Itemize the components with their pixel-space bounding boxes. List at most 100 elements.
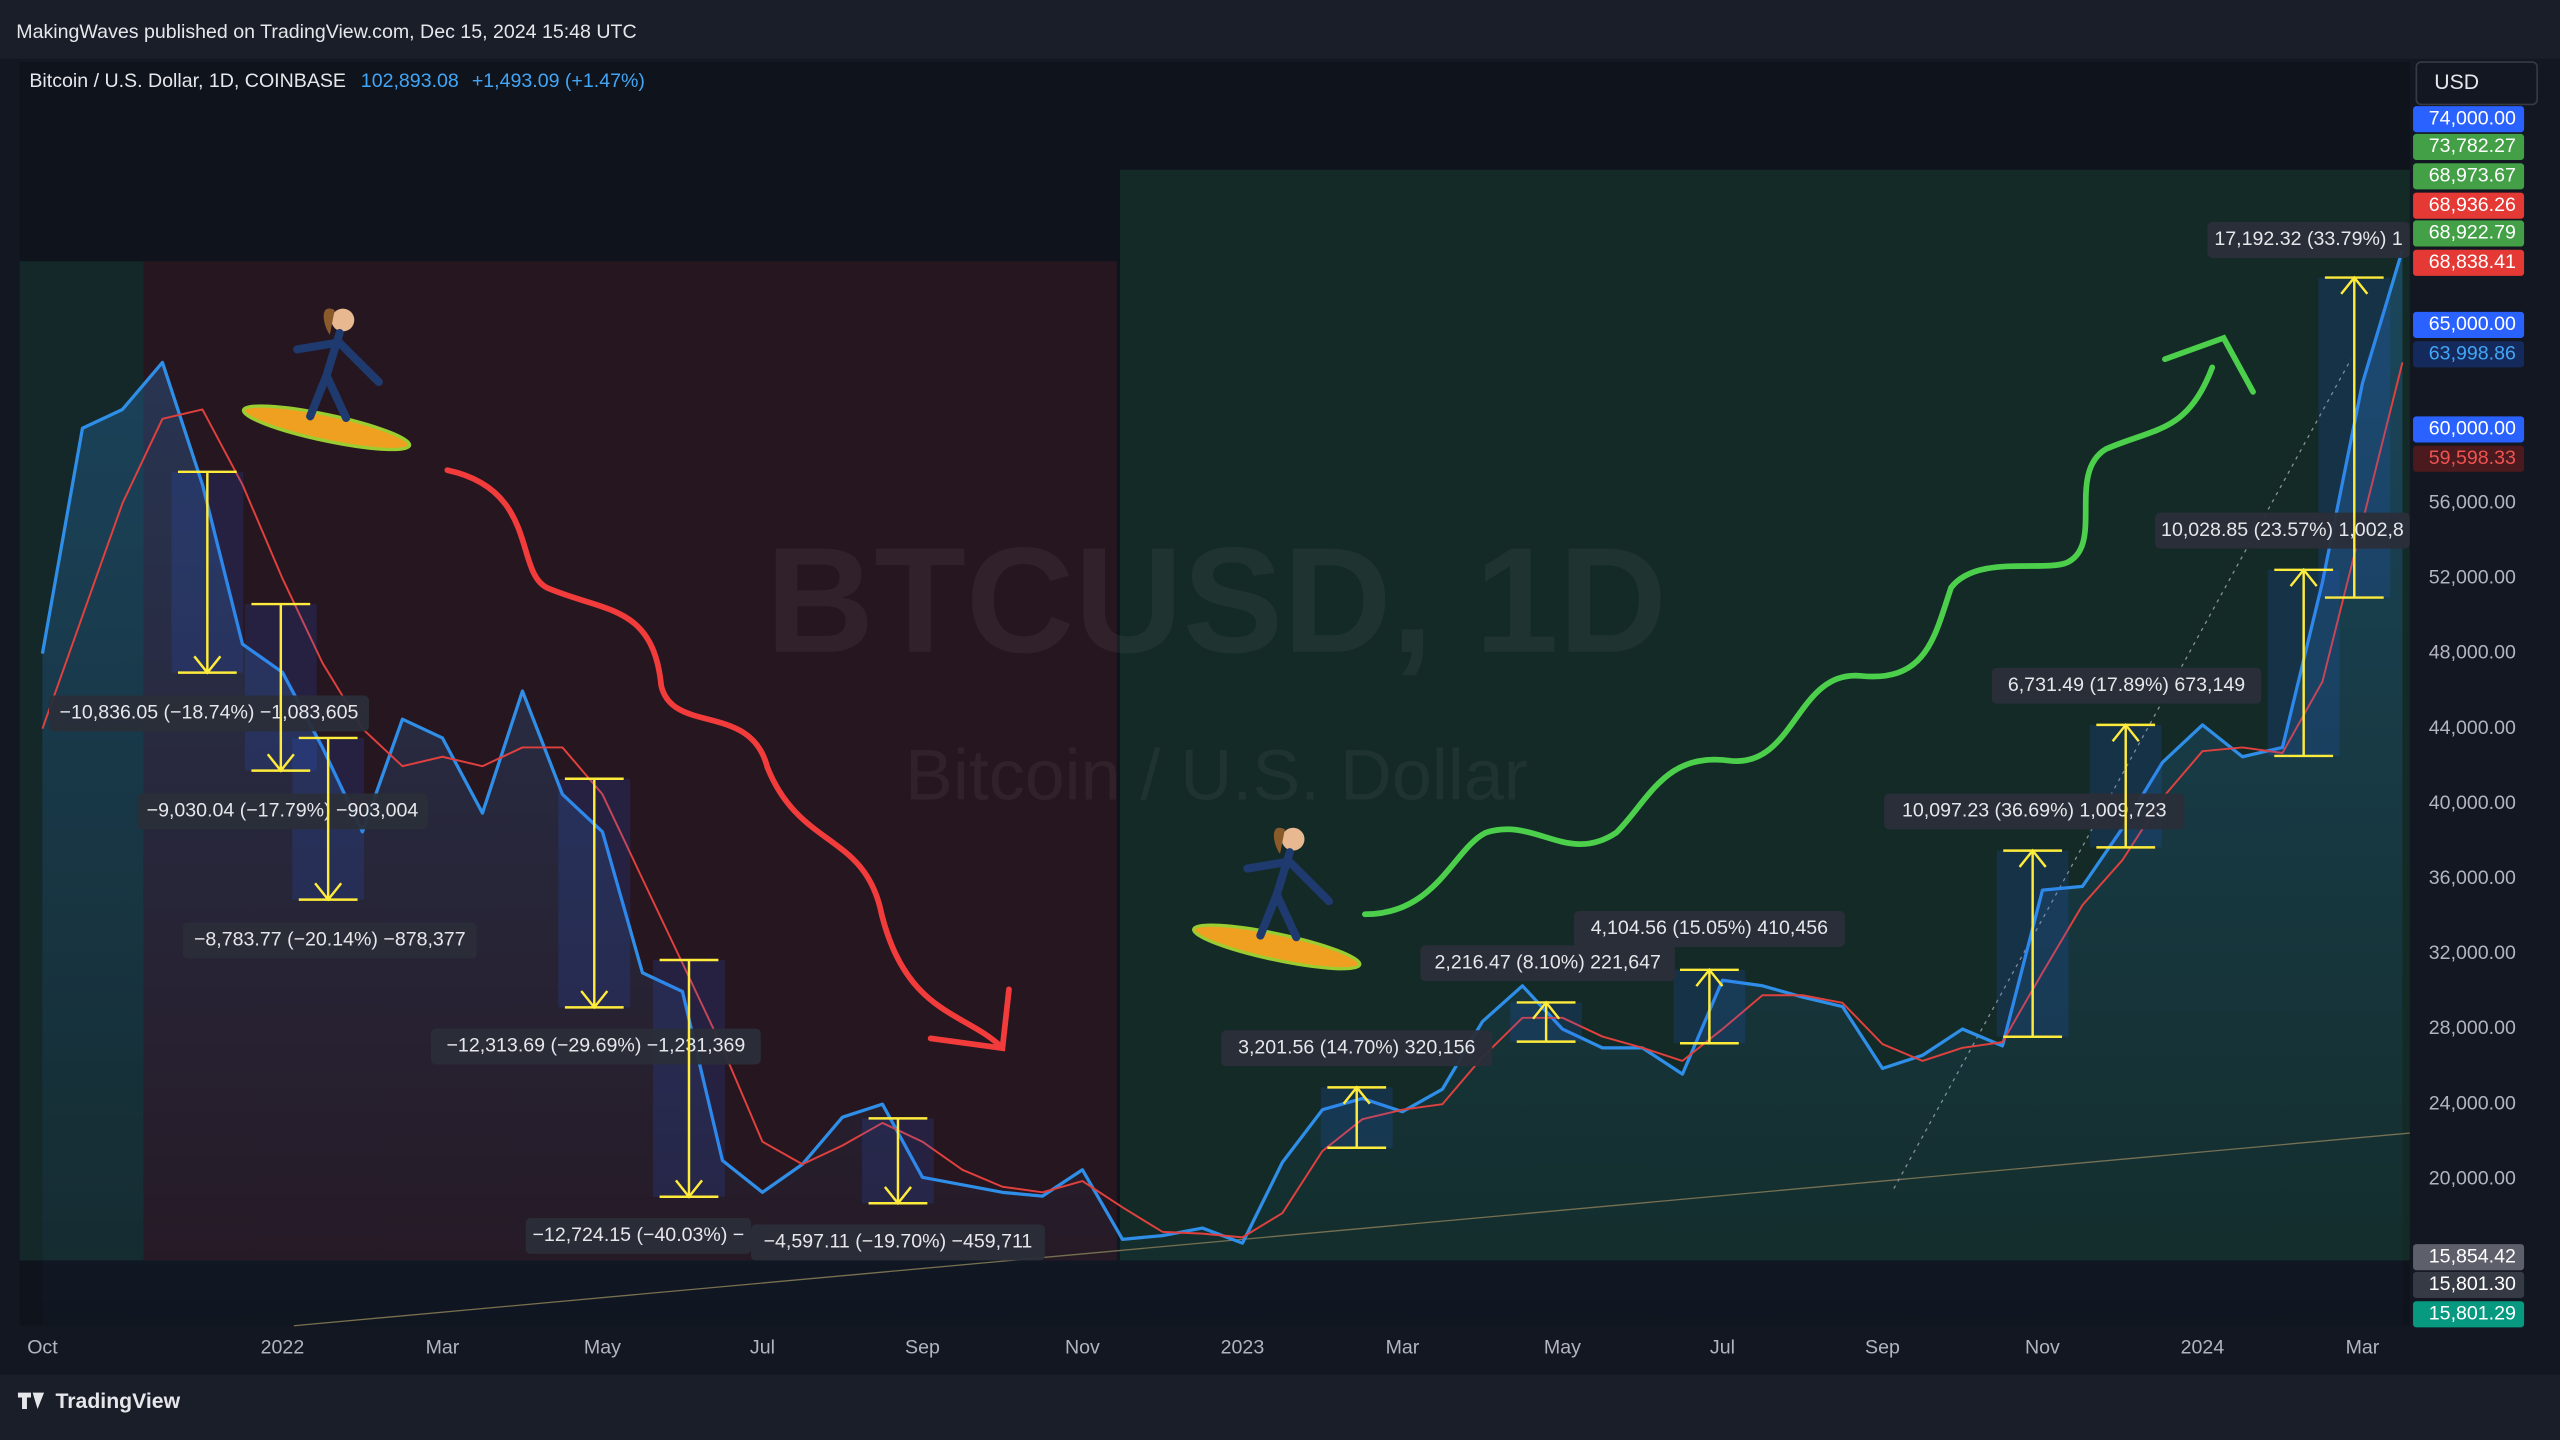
measure-arrowhead [2018, 848, 2047, 868]
surfboard [241, 404, 412, 452]
surfboard [1192, 923, 1362, 971]
symbol: Bitcoin / U.S. Dollar, 1D, COINBASE [29, 70, 346, 92]
surfer-hair [323, 308, 335, 335]
x-tick-label: Mar [426, 1337, 460, 1359]
measure-label: 17,192.32 (33.79%) 1 [2214, 228, 2402, 250]
measure-label-box [751, 1224, 1045, 1261]
measure-label-box [2155, 512, 2410, 549]
measure-label: 3,201.56 (14.70%) 320,156 [1238, 1036, 1475, 1058]
price-tag-label: 73,782.27 [2429, 135, 2516, 157]
measure-arrowhead [2340, 275, 2369, 295]
measure-label-box [1573, 911, 1845, 947]
y-tick-label: 32,000.00 [2429, 942, 2516, 964]
x-tick-label: Nov [2025, 1337, 2060, 1359]
price-tag-label: 68,922.79 [2429, 222, 2516, 244]
y-tick-label: 28,000.00 [2429, 1017, 2516, 1039]
surfer-head [1281, 827, 1305, 851]
y-tick-label: 44,000.00 [2429, 717, 2516, 739]
last-price: 102,893.08 [361, 70, 459, 92]
price-tag-label: 15,801.30 [2429, 1273, 2516, 1295]
measure-label: −12,724.15 (−40.03%) − [533, 1224, 745, 1246]
price-tag-label: 15,854.42 [2429, 1245, 2516, 1267]
currency-button[interactable] [2415, 61, 2538, 106]
price-tag [2413, 445, 2525, 472]
bottom-bar [0, 1374, 2560, 1440]
price-tag [2413, 1301, 2525, 1328]
y-tick-label: 20,000.00 [2429, 1167, 2516, 1189]
red-arrow [444, 467, 1012, 1052]
measure-label-box [48, 695, 369, 732]
measure-label: −8,783.77 (−20.14%) −878,377 [194, 929, 466, 951]
price-tag-label: 15,801.29 [2429, 1302, 2516, 1324]
price-tag [2413, 1271, 2525, 1298]
measure-label: −10,836.05 (−18.74%) −1,083,605 [60, 702, 359, 724]
x-tick-label: Mar [1386, 1337, 1420, 1359]
surfer-2 [1192, 827, 1362, 971]
x-tick-label: 2024 [2181, 1337, 2225, 1359]
measure-label-box [431, 1028, 761, 1065]
measure-label: 2,216.47 (8.10%) 221,647 [1435, 951, 1661, 973]
price-tag [2413, 163, 2525, 190]
price-tag [2413, 341, 2525, 368]
measure-arrowhead [1532, 1000, 1561, 1020]
x-tick-label: May [584, 1337, 621, 1359]
price-change: +1,493.09 (+1.47%) [472, 70, 645, 92]
x-tick-label: 2023 [1221, 1337, 1265, 1359]
measure-label: −9,030.04 (−17.79%) −903,004 [147, 800, 419, 822]
surfer-1 [241, 308, 412, 452]
measure-arrowhead [193, 655, 222, 675]
y-tick-label: 56,000.00 [2429, 491, 2516, 513]
measure-arrowhead [883, 1186, 912, 1206]
x-tick-label: Mar [2346, 1337, 2380, 1359]
price-tag-label: 59,598.33 [2429, 447, 2516, 469]
measure-label: 4,104.56 (15.05%) 410,456 [1591, 917, 1828, 939]
measure-arrowhead [674, 1179, 703, 1199]
price-tag [2413, 106, 2525, 133]
measure-label-box [1420, 945, 1676, 982]
x-tick-label: Jul [1710, 1337, 1735, 1359]
surfer-hair [1273, 827, 1285, 854]
ma-line [41, 362, 2404, 1239]
measure-label-box [182, 922, 477, 959]
measure-label: −4,597.11 (−19.70%) −459,711 [764, 1231, 1033, 1253]
measure-label-box [525, 1217, 752, 1254]
price-tag-label: 74,000.00 [2429, 107, 2516, 129]
measure-label: 10,028.85 (23.57%) 1,002,8 [2161, 519, 2404, 541]
price-tag-label: 63,998.86 [2429, 342, 2516, 364]
price-tag-label: 65,000.00 [2429, 313, 2516, 335]
watermark: BTCUSD, 1D [766, 516, 1667, 684]
measure-label-box [1884, 793, 2185, 830]
top-bar [0, 0, 2560, 59]
x-tick-label: Jul [750, 1337, 775, 1359]
measure-label-box [137, 793, 428, 830]
surfer-head [331, 308, 355, 332]
measure-arrowhead [1342, 1085, 1371, 1105]
x-tick-label: Sep [905, 1337, 940, 1359]
y-tick-label: 40,000.00 [2429, 792, 2516, 814]
surfer-body [293, 328, 383, 423]
measure-arrowhead [314, 882, 343, 902]
measure-arrowhead [1695, 967, 1724, 987]
price-tag-label: 68,936.26 [2429, 194, 2516, 216]
price-tag-label: 60,000.00 [2429, 418, 2516, 440]
x-tick-label: May [1544, 1337, 1581, 1359]
surfer-body [1243, 848, 1334, 942]
price-tag [2413, 416, 2525, 443]
currency[interactable]: USD [2434, 71, 2479, 94]
price-tag [2413, 311, 2525, 338]
measure-label-box [1991, 667, 2262, 704]
measure-label: −12,313.69 (−29.69%) −1,231,369 [447, 1035, 746, 1057]
y-tick-label: 48,000.00 [2429, 642, 2516, 664]
measure-arrowhead [580, 990, 609, 1010]
price-tag [2413, 220, 2525, 247]
price-tag [2413, 249, 2525, 276]
measure-arrowhead [2289, 567, 2318, 587]
publish-credit: MakingWaves published on TradingView.com… [16, 21, 636, 43]
y-tick-label: 36,000.00 [2429, 867, 2516, 889]
x-tick-label: Sep [1865, 1337, 1900, 1359]
y-tick-label: 24,000.00 [2429, 1092, 2516, 1114]
footer-brand: TradingView [56, 1390, 181, 1413]
tv-logo [17, 1392, 45, 1409]
